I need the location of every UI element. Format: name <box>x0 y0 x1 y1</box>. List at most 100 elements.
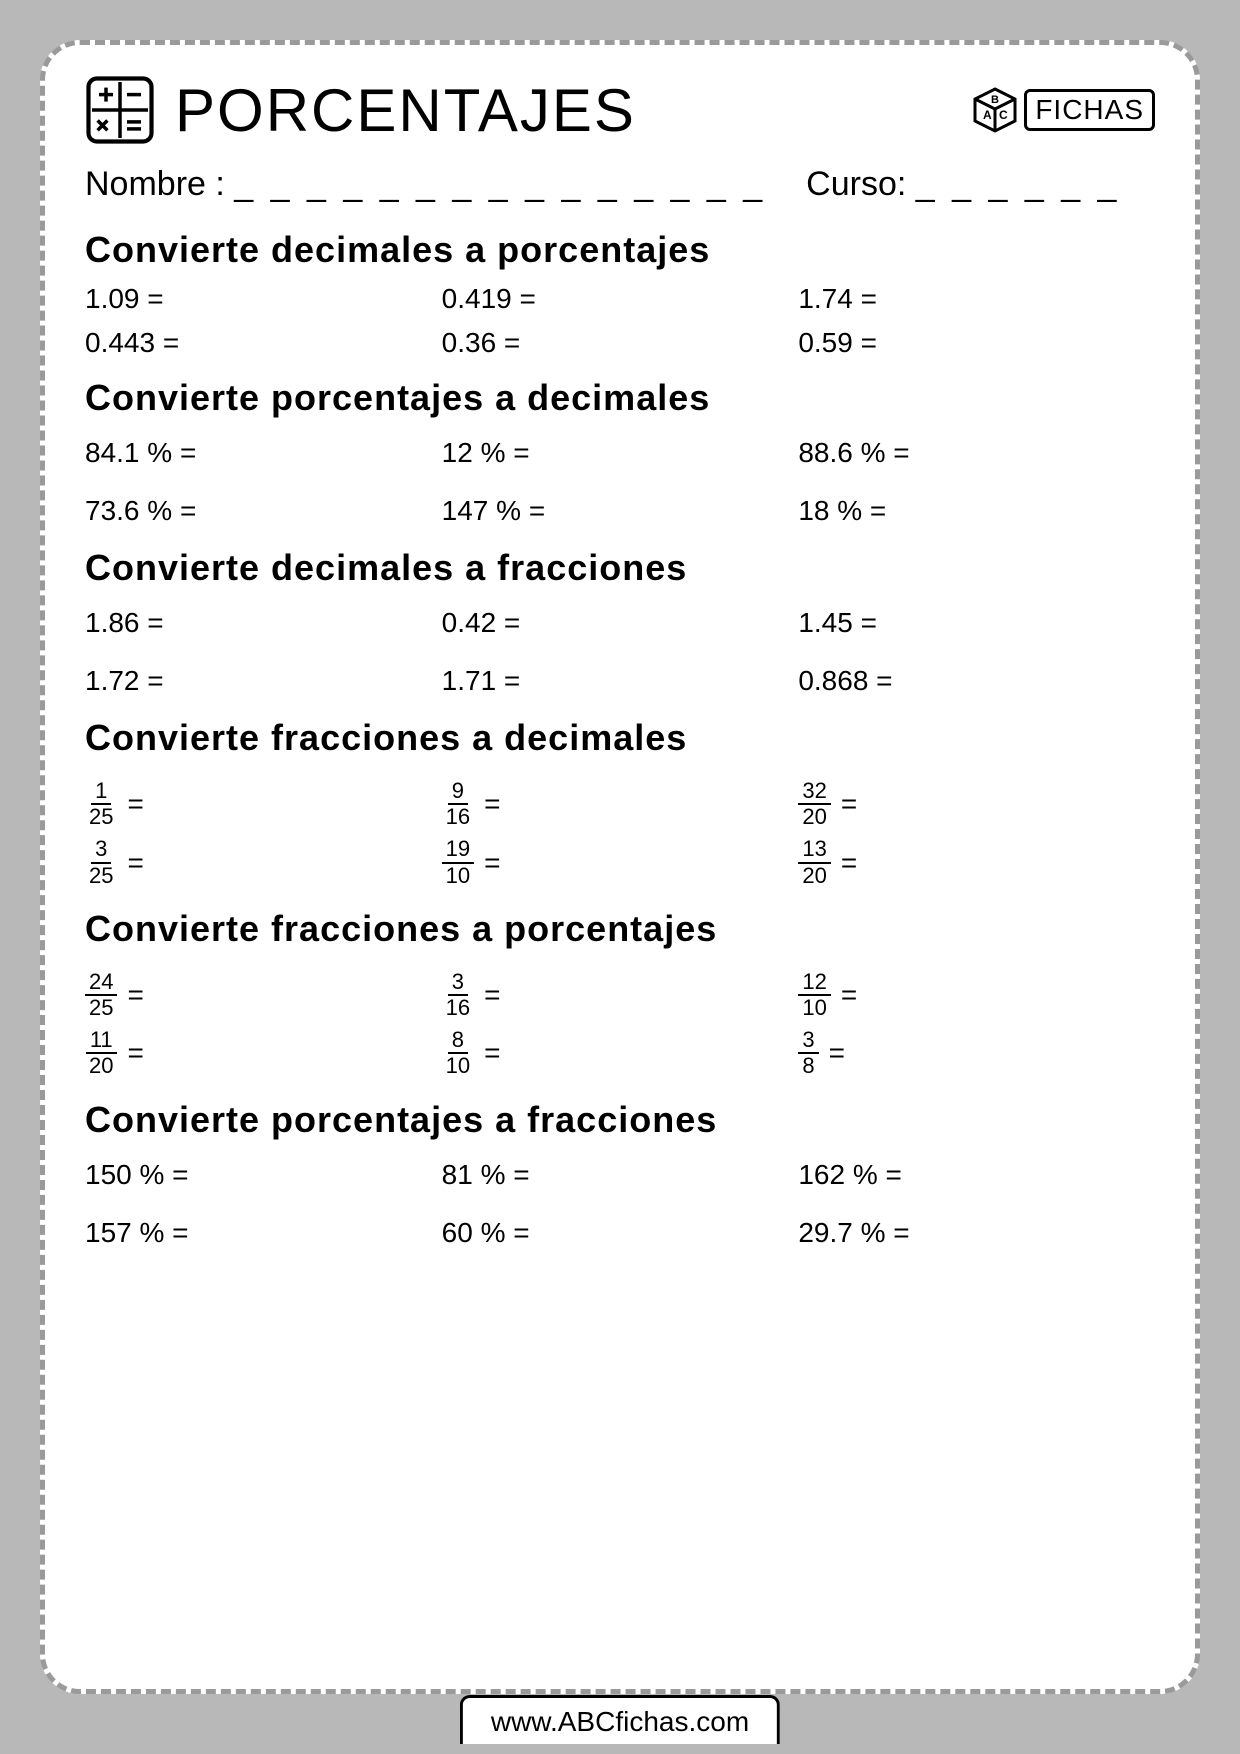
name-field: Nombre : _ _ _ _ _ _ _ _ _ _ _ _ _ _ _ <box>85 165 766 204</box>
exercise-item: 810 = <box>442 1028 799 1078</box>
exercise-item: 0.868 = <box>798 665 1155 697</box>
numerator: 12 <box>798 970 830 996</box>
denominator: 25 <box>85 996 117 1020</box>
exercise-item: 1210 = <box>798 970 1155 1020</box>
header: PORCENTAJES A C B FICHAS <box>85 75 1155 145</box>
section-title: Convierte fracciones a decimales <box>85 717 1155 759</box>
name-label: Nombre : <box>85 165 225 203</box>
exercise-item: 73.6 % = <box>85 495 442 527</box>
exercise-item: 12 % = <box>442 437 799 469</box>
exercise-item: 325 = <box>85 837 442 887</box>
numerator: 8 <box>448 1028 468 1054</box>
course-blanks: _ _ _ _ _ _ <box>916 165 1121 203</box>
exercise-item: 0.42 = <box>442 607 799 639</box>
exercise-item: 1910 = <box>442 837 799 887</box>
exercise-item: 162 % = <box>798 1159 1155 1191</box>
exercise-item: 84.1 % = <box>85 437 442 469</box>
exercise-item: 0.59 = <box>798 327 1155 359</box>
footer-url: www.ABCfichas.com <box>460 1695 780 1744</box>
numerator: 1 <box>91 779 111 805</box>
numerator: 32 <box>798 779 830 805</box>
exercise-item: 125 = <box>85 779 442 829</box>
course-label: Curso: <box>806 165 906 203</box>
exercise-item: 1.86 = <box>85 607 442 639</box>
numerator: 11 <box>86 1028 117 1054</box>
numerator: 13 <box>798 837 830 863</box>
numerator: 3 <box>798 1028 818 1054</box>
exercise-grid: 2425=316=1210=1120=810=38= <box>85 970 1155 1079</box>
name-blanks: _ _ _ _ _ _ _ _ _ _ _ _ _ _ _ <box>234 165 766 203</box>
section-title: Convierte porcentajes a fracciones <box>85 1099 1155 1141</box>
equals: = <box>127 979 143 1011</box>
equals: = <box>484 847 500 879</box>
exercise-item: 60 % = <box>442 1217 799 1249</box>
title-group: PORCENTAJES <box>85 75 636 145</box>
exercise-item: 0.443 = <box>85 327 442 359</box>
denominator: 10 <box>798 996 830 1020</box>
fraction: 1320 <box>798 837 830 887</box>
exercise-item: 0.419 = <box>442 283 799 315</box>
brand-logo: A C B FICHAS <box>970 85 1155 135</box>
exercise-item: 1120= <box>85 1028 442 1078</box>
denominator: 10 <box>442 1054 474 1078</box>
section-title: Convierte fracciones a porcentajes <box>85 908 1155 950</box>
denominator: 16 <box>442 805 474 829</box>
svg-text:C: C <box>999 108 1008 122</box>
numerator: 24 <box>85 970 117 996</box>
denominator: 8 <box>798 1054 818 1078</box>
denominator: 25 <box>85 864 117 888</box>
exercise-item: 1.71 = <box>442 665 799 697</box>
equals: = <box>484 979 500 1011</box>
numerator: 9 <box>448 779 468 805</box>
section-title: Convierte decimales a fracciones <box>85 547 1155 589</box>
sections-container: Convierte decimales a porcentajes1.09 =0… <box>85 229 1155 1249</box>
denominator: 25 <box>85 805 117 829</box>
exercise-item: 147 % = <box>442 495 799 527</box>
denominator: 20 <box>798 864 830 888</box>
exercise-item: 0.36 = <box>442 327 799 359</box>
equals: = <box>841 979 857 1011</box>
exercise-item: 3220 = <box>798 779 1155 829</box>
equals: = <box>127 1037 143 1069</box>
fraction: 3220 <box>798 779 830 829</box>
exercise-item: 1.09 = <box>85 283 442 315</box>
exercise-item: 18 % = <box>798 495 1155 527</box>
section-title: Convierte decimales a porcentajes <box>85 229 1155 271</box>
fraction: 38 <box>798 1028 818 1078</box>
exercise-item: 1.74 = <box>798 283 1155 315</box>
fraction: 916 <box>442 779 474 829</box>
cube-icon: A C B <box>970 85 1020 135</box>
exercise-item: 88.6 % = <box>798 437 1155 469</box>
equals: = <box>841 788 857 820</box>
svg-text:B: B <box>991 94 999 106</box>
section-title: Convierte porcentajes a decimales <box>85 377 1155 419</box>
svg-text:A: A <box>983 108 992 122</box>
exercise-item: 38 = <box>798 1028 1155 1078</box>
numerator: 19 <box>442 837 474 863</box>
exercise-grid: 125=916=3220=325=1910=1320= <box>85 779 1155 888</box>
exercise-item: 157 % = <box>85 1217 442 1249</box>
denominator: 20 <box>798 805 830 829</box>
equals: = <box>484 788 500 820</box>
calculator-icon <box>85 75 155 145</box>
equals: = <box>829 1037 845 1069</box>
equals: = <box>484 1037 500 1069</box>
worksheet-page: PORCENTAJES A C B FICHAS Nombre : _ _ _ … <box>40 40 1200 1694</box>
exercise-item: 2425 = <box>85 970 442 1020</box>
denominator: 16 <box>442 996 474 1020</box>
numerator: 3 <box>91 837 111 863</box>
logo-text: FICHAS <box>1024 89 1155 131</box>
exercise-item: 81 % = <box>442 1159 799 1191</box>
exercise-grid: 1.86 =0.42 =1.45 =1.72 =1.71 =0.868 = <box>85 607 1155 697</box>
equals: = <box>127 847 143 879</box>
exercise-grid: 1.09 =0.419 =1.74 = 0.443 =0.36 =0.59 = <box>85 283 1155 359</box>
fraction: 1910 <box>442 837 474 887</box>
student-info: Nombre : _ _ _ _ _ _ _ _ _ _ _ _ _ _ _ C… <box>85 165 1155 204</box>
equals: = <box>127 788 143 820</box>
exercise-item: 916 = <box>442 779 799 829</box>
fraction: 810 <box>442 1028 474 1078</box>
course-field: Curso: _ _ _ _ _ _ <box>806 165 1120 204</box>
fraction: 125 <box>85 779 117 829</box>
exercise-grid: 150 % =81 % =162 % =157 % =60 % =29.7 % … <box>85 1159 1155 1249</box>
numerator: 3 <box>448 970 468 996</box>
